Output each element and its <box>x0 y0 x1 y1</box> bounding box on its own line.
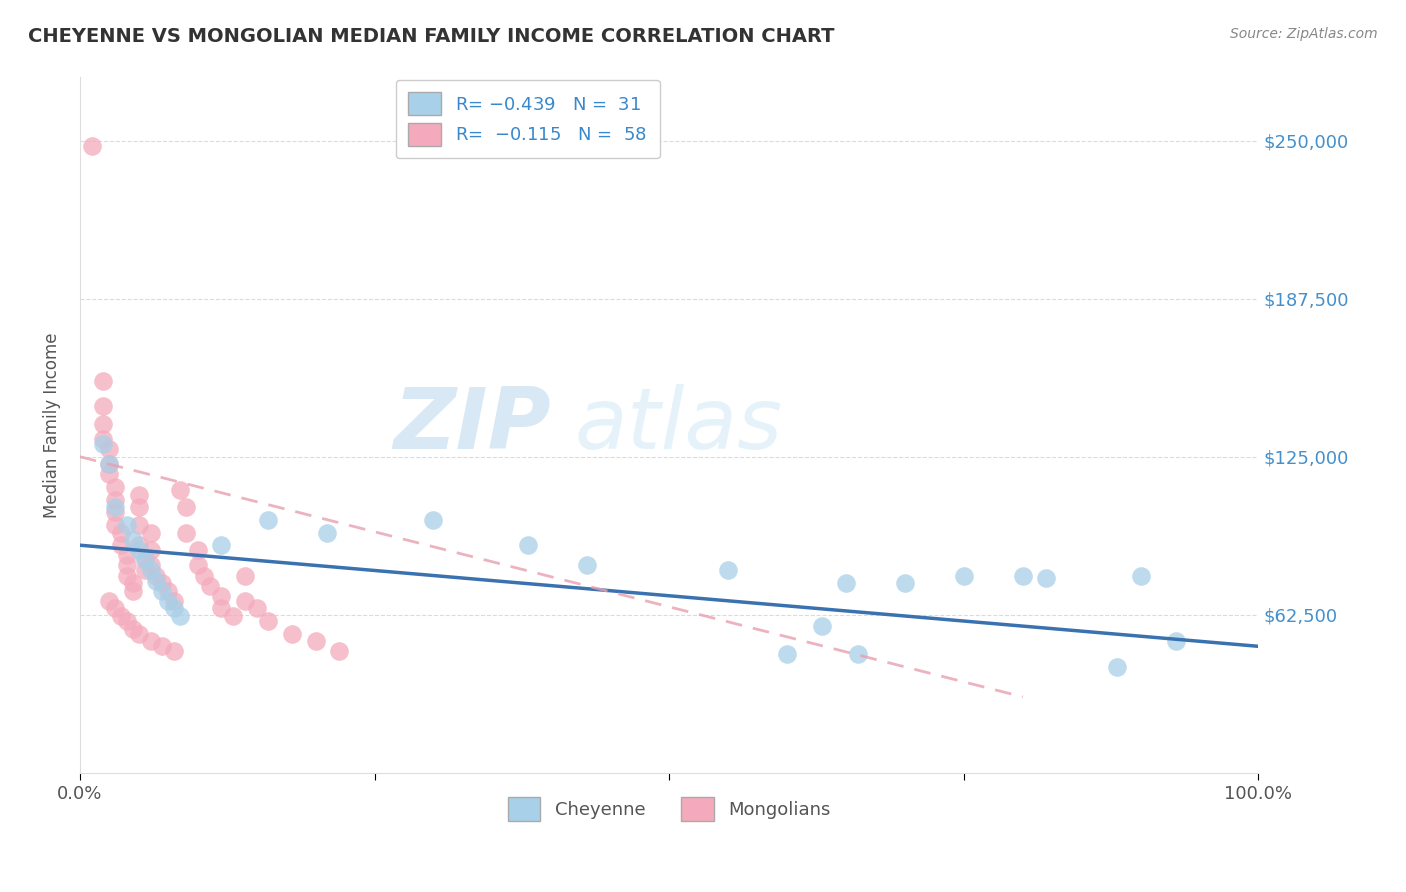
Point <box>281 626 304 640</box>
Point <box>575 558 598 573</box>
Point <box>93 399 115 413</box>
Point <box>1035 571 1057 585</box>
Point <box>98 457 121 471</box>
Point <box>98 594 121 608</box>
Point <box>104 601 127 615</box>
Point <box>169 609 191 624</box>
Point <box>233 568 256 582</box>
Point <box>110 525 132 540</box>
Point <box>122 576 145 591</box>
Point <box>93 432 115 446</box>
Point <box>174 500 197 515</box>
Point <box>516 538 538 552</box>
Point <box>104 492 127 507</box>
Point <box>134 564 156 578</box>
Point <box>139 543 162 558</box>
Point <box>139 634 162 648</box>
Point <box>717 564 740 578</box>
Point <box>128 500 150 515</box>
Point <box>134 553 156 567</box>
Point <box>80 138 103 153</box>
Point <box>257 513 280 527</box>
Point <box>894 576 917 591</box>
Point <box>776 647 799 661</box>
Point <box>93 437 115 451</box>
Point <box>209 538 232 552</box>
Point <box>128 626 150 640</box>
Point <box>104 500 127 515</box>
Point <box>150 576 173 591</box>
Text: CHEYENNE VS MONGOLIAN MEDIAN FAMILY INCOME CORRELATION CHART: CHEYENNE VS MONGOLIAN MEDIAN FAMILY INCO… <box>28 27 835 45</box>
Point <box>110 609 132 624</box>
Point <box>835 576 858 591</box>
Point <box>422 513 444 527</box>
Point <box>246 601 269 615</box>
Point <box>115 568 138 582</box>
Point <box>952 568 974 582</box>
Point <box>157 583 180 598</box>
Point <box>128 543 150 558</box>
Point <box>98 457 121 471</box>
Point <box>93 374 115 388</box>
Point <box>93 417 115 431</box>
Text: ZIP: ZIP <box>394 384 551 467</box>
Point <box>209 589 232 603</box>
Point <box>257 614 280 628</box>
Point <box>1105 659 1128 673</box>
Y-axis label: Median Family Income: Median Family Income <box>44 333 60 518</box>
Point <box>115 549 138 563</box>
Point <box>174 525 197 540</box>
Point <box>811 619 834 633</box>
Point <box>150 640 173 654</box>
Point <box>110 538 132 552</box>
Point <box>98 442 121 456</box>
Legend: Cheyenne, Mongolians: Cheyenne, Mongolians <box>495 785 844 833</box>
Text: Source: ZipAtlas.com: Source: ZipAtlas.com <box>1230 27 1378 41</box>
Point <box>104 480 127 494</box>
Point <box>328 644 350 658</box>
Point <box>846 647 869 661</box>
Point <box>139 558 162 573</box>
Point <box>128 518 150 533</box>
Point <box>115 558 138 573</box>
Point <box>104 518 127 533</box>
Point <box>198 579 221 593</box>
Point <box>122 622 145 636</box>
Text: atlas: atlas <box>575 384 783 467</box>
Point <box>128 538 150 552</box>
Point <box>233 594 256 608</box>
Point <box>1129 568 1152 582</box>
Point <box>98 467 121 482</box>
Point <box>1011 568 1033 582</box>
Point <box>193 568 215 582</box>
Point <box>1164 634 1187 648</box>
Point <box>128 488 150 502</box>
Point <box>157 594 180 608</box>
Point <box>122 533 145 548</box>
Point <box>134 550 156 565</box>
Point <box>115 614 138 628</box>
Point <box>163 644 186 658</box>
Point <box>150 583 173 598</box>
Point <box>104 505 127 519</box>
Point <box>163 594 186 608</box>
Point <box>139 525 162 540</box>
Point <box>122 583 145 598</box>
Point <box>209 601 232 615</box>
Point <box>304 634 326 648</box>
Point <box>139 564 162 578</box>
Point <box>222 609 245 624</box>
Point <box>115 518 138 533</box>
Point <box>316 525 339 540</box>
Point <box>145 568 167 582</box>
Point <box>187 558 209 573</box>
Point <box>169 483 191 497</box>
Point <box>145 574 167 588</box>
Point <box>187 543 209 558</box>
Point <box>163 601 186 615</box>
